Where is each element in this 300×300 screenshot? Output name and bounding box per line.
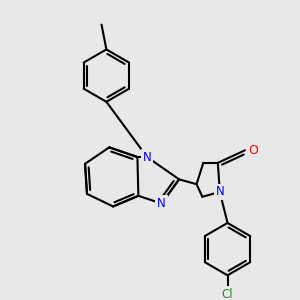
Text: N: N — [143, 151, 152, 164]
Text: N: N — [215, 185, 224, 198]
Text: O: O — [248, 144, 258, 157]
Text: N: N — [157, 197, 166, 210]
Text: Cl: Cl — [222, 288, 233, 300]
